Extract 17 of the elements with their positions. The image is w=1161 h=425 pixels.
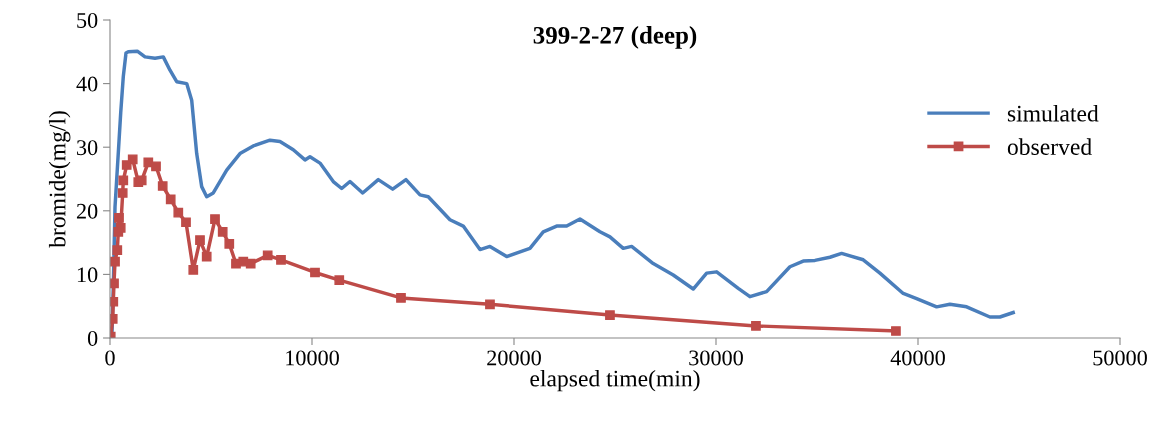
x-tick-label: 40000: [890, 350, 945, 366]
chart-title: 399-2-27 (deep): [533, 26, 697, 49]
legend-label: observed: [1007, 138, 1092, 155]
x-tick-label: 50000: [1093, 350, 1147, 366]
y-tick-label: 20: [76, 203, 98, 219]
legend-label: simulated: [1007, 104, 1099, 122]
y-axis-title: bromide(mg/l): [48, 111, 71, 248]
y-tick-label: 0: [87, 330, 98, 346]
x-tick-label: 0: [105, 350, 115, 366]
y-tick-label: 40: [76, 76, 98, 92]
x-tick-label: 30000: [689, 350, 743, 366]
y-tick-label: 10: [77, 267, 98, 283]
x-tick-label: 20000: [487, 350, 541, 366]
x-tick-label: 10000: [286, 350, 339, 366]
y-tick-label: 30: [77, 140, 98, 156]
x-axis-title: elapsed time(min): [530, 369, 700, 392]
y-tick-label: 50: [77, 12, 98, 28]
